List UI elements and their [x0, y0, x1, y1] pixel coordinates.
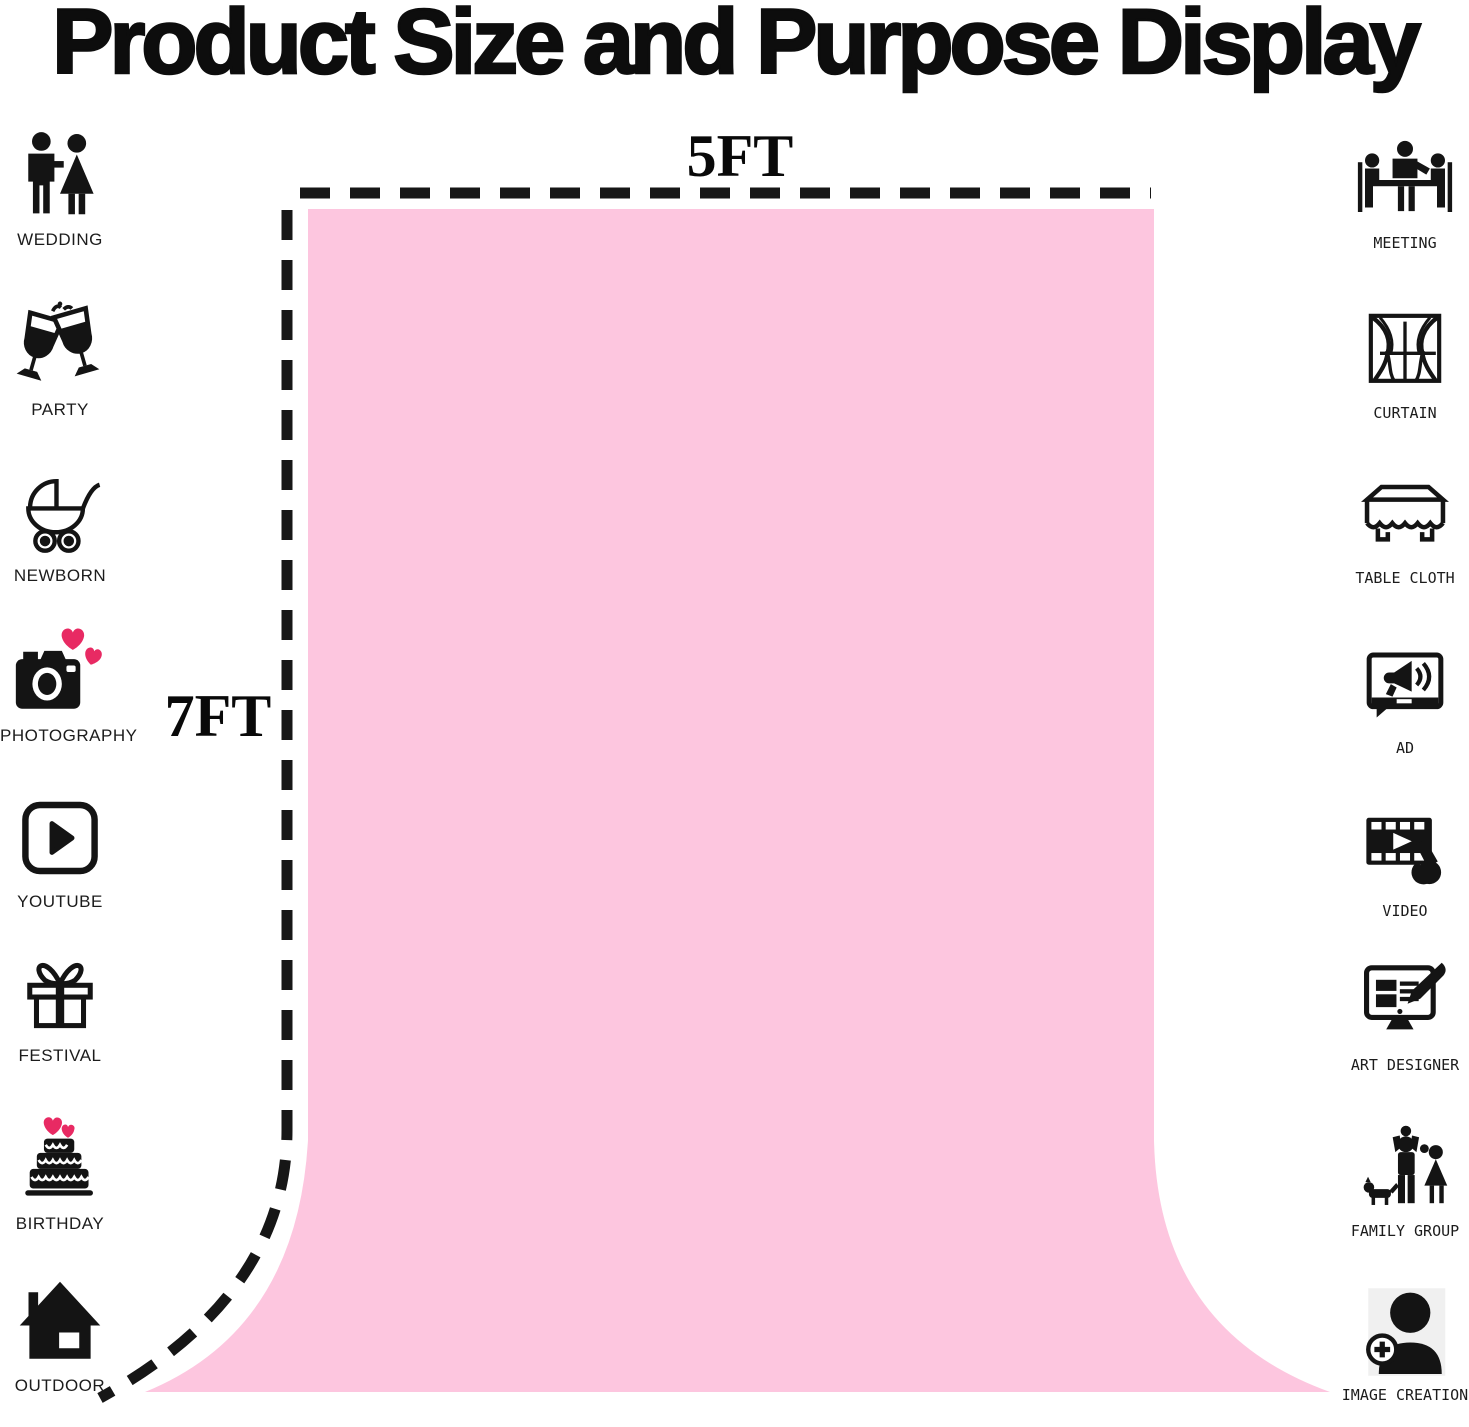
- table-cloth-icon: [1339, 465, 1469, 565]
- image-creation-icon: [1339, 1282, 1469, 1382]
- purpose-label-photography: PHOTOGRAPHY: [0, 726, 138, 745]
- width-dimension-label: 5FT: [686, 123, 794, 189]
- purpose-item-video: VIDEO: [1339, 798, 1469, 920]
- family-group-icon: [1339, 1118, 1469, 1218]
- festival-gift-icon: [0, 942, 120, 1042]
- video-filmstrip-icon: [1339, 798, 1469, 898]
- purpose-item-meeting: MEETING: [1339, 130, 1469, 252]
- height-dimension-label: 7FT: [164, 683, 272, 749]
- purpose-item-tablecloth: TABLE CLOTH: [1339, 465, 1469, 587]
- purpose-label-outdoor: OUTDOOR: [14, 1376, 106, 1395]
- wedding-couple-icon: [0, 126, 120, 226]
- purpose-label-newborn: NEWBORN: [13, 566, 107, 585]
- purpose-label-image-creation: IMAGE CREATION: [1341, 1386, 1469, 1404]
- purpose-label-curtain: CURTAIN: [1373, 404, 1437, 422]
- purpose-item-festival: FESTIVAL: [0, 942, 120, 1066]
- curtain-window-icon: [1339, 300, 1469, 400]
- purpose-item-wedding: WEDDING: [0, 126, 120, 250]
- meeting-people-icon: [1339, 130, 1469, 230]
- purpose-label-birthday: BIRTHDAY: [15, 1214, 105, 1233]
- purpose-label-ad: AD: [1395, 739, 1415, 757]
- youtube-play-icon: [0, 788, 120, 888]
- photography-camera-icon: [0, 622, 120, 722]
- purpose-item-image-creation: IMAGE CREATION: [1339, 1282, 1469, 1404]
- purpose-label-party: PARTY: [31, 400, 89, 419]
- purpose-label-festival: FESTIVAL: [18, 1046, 102, 1065]
- purpose-item-ad: AD: [1339, 635, 1469, 757]
- purpose-item-birthday: BIRTHDAY: [0, 1110, 120, 1234]
- page-title: Product Size and Purpose Display: [51, 0, 1422, 94]
- height-dash-line: [97, 210, 293, 1403]
- purpose-label-youtube: YOUTUBE: [17, 892, 103, 911]
- purpose-item-family-group: FAMILY GROUP: [1339, 1118, 1469, 1240]
- purpose-item-outdoor: OUTDOOR: [0, 1272, 120, 1396]
- purpose-item-youtube: YOUTUBE: [0, 788, 120, 912]
- party-champagne-icon: [0, 296, 120, 396]
- purpose-label-tablecloth: TABLE CLOTH: [1355, 569, 1455, 587]
- purpose-label-wedding: WEDDING: [17, 230, 103, 249]
- purpose-label-family-group: FAMILY GROUP: [1350, 1222, 1460, 1240]
- purpose-label-meeting: MEETING: [1373, 234, 1437, 252]
- purpose-item-party: PARTY: [0, 296, 120, 420]
- birthday-cake-icon: [0, 1110, 120, 1210]
- purpose-item-photography: PHOTOGRAPHY: [0, 622, 138, 746]
- art-designer-monitor-icon: [1339, 952, 1469, 1052]
- purpose-label-art-designer: ART DESIGNER: [1350, 1056, 1460, 1074]
- newborn-stroller-icon: [0, 462, 120, 562]
- ad-megaphone-icon: [1339, 635, 1469, 735]
- purpose-item-art-designer: ART DESIGNER: [1339, 952, 1469, 1074]
- backdrop-shape: [145, 209, 1330, 1392]
- purpose-item-newborn: NEWBORN: [0, 462, 120, 586]
- purpose-label-video: VIDEO: [1382, 902, 1428, 920]
- purpose-item-curtain: CURTAIN: [1339, 300, 1469, 422]
- outdoor-house-icon: [0, 1272, 120, 1372]
